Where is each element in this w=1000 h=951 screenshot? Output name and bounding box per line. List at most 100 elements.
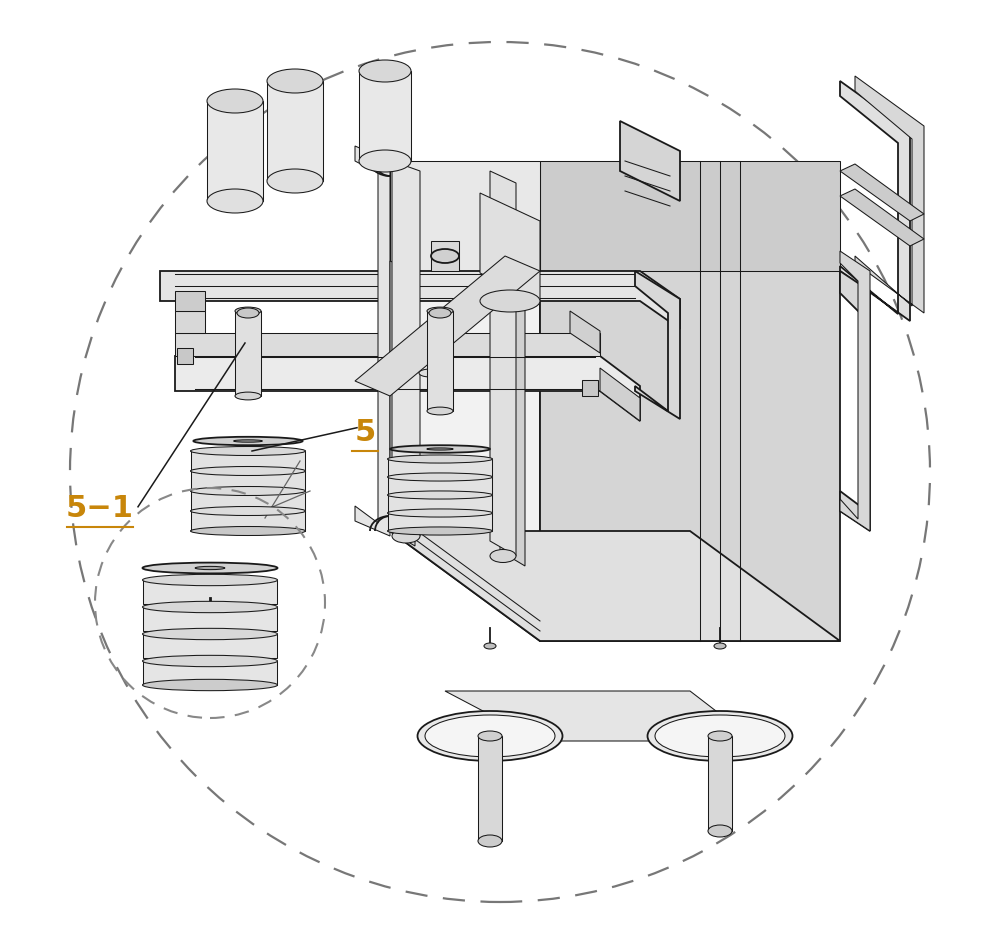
Ellipse shape [708,731,732,741]
Ellipse shape [193,437,303,445]
Polygon shape [388,495,492,513]
Polygon shape [191,451,305,471]
Ellipse shape [655,715,785,757]
Ellipse shape [392,529,420,543]
Ellipse shape [714,643,726,649]
Polygon shape [267,81,323,181]
Polygon shape [359,71,411,161]
Polygon shape [582,380,598,396]
Polygon shape [635,271,680,419]
Ellipse shape [235,392,261,400]
Polygon shape [388,477,492,495]
Polygon shape [143,607,277,631]
Polygon shape [427,311,453,411]
Ellipse shape [427,407,453,415]
Ellipse shape [429,308,451,318]
Ellipse shape [390,445,490,453]
Ellipse shape [143,655,278,667]
Ellipse shape [143,601,278,612]
Polygon shape [143,580,277,604]
Ellipse shape [359,60,411,82]
Polygon shape [175,311,205,333]
Ellipse shape [425,715,555,757]
Polygon shape [175,333,600,356]
Polygon shape [540,161,840,271]
Ellipse shape [648,711,792,761]
Ellipse shape [143,574,278,586]
Polygon shape [390,161,540,641]
Polygon shape [540,271,840,641]
Ellipse shape [190,447,306,456]
Ellipse shape [267,169,323,193]
Polygon shape [855,76,924,313]
Ellipse shape [478,835,502,847]
Polygon shape [570,311,600,353]
Polygon shape [600,368,640,421]
Ellipse shape [143,679,278,690]
Polygon shape [207,101,263,201]
Polygon shape [478,736,502,841]
Polygon shape [175,291,205,311]
Ellipse shape [190,467,306,476]
Polygon shape [445,691,755,741]
Polygon shape [392,161,420,536]
Text: 5: 5 [354,418,376,447]
Ellipse shape [388,491,492,499]
Ellipse shape [708,825,732,837]
Ellipse shape [478,731,502,741]
Polygon shape [355,146,390,536]
Polygon shape [490,171,516,556]
Ellipse shape [427,307,453,315]
Polygon shape [840,164,924,221]
Ellipse shape [490,550,516,562]
Polygon shape [840,189,924,246]
Polygon shape [191,471,305,491]
Polygon shape [175,356,640,421]
Polygon shape [390,531,840,641]
Polygon shape [191,511,305,531]
Polygon shape [500,271,525,566]
Polygon shape [191,491,305,511]
Ellipse shape [234,439,262,442]
Ellipse shape [388,473,492,481]
Ellipse shape [235,307,261,315]
Ellipse shape [207,89,263,113]
Ellipse shape [427,448,453,450]
Ellipse shape [359,150,411,172]
Polygon shape [355,256,540,396]
Polygon shape [143,634,277,658]
Ellipse shape [388,527,492,535]
Polygon shape [235,311,261,396]
Ellipse shape [388,455,492,463]
Ellipse shape [237,308,259,318]
Polygon shape [388,459,492,477]
Ellipse shape [484,643,496,649]
Ellipse shape [190,527,306,535]
Polygon shape [177,348,193,364]
Ellipse shape [195,567,225,570]
Polygon shape [431,241,459,271]
Polygon shape [390,261,415,546]
Ellipse shape [143,629,278,640]
Polygon shape [143,661,277,685]
Ellipse shape [418,711,562,761]
Ellipse shape [190,487,306,495]
Polygon shape [708,736,732,831]
Ellipse shape [388,509,492,517]
Ellipse shape [190,507,306,515]
Ellipse shape [267,69,323,93]
Polygon shape [388,513,492,531]
Polygon shape [840,271,870,531]
Polygon shape [840,251,870,531]
Ellipse shape [143,563,278,573]
Ellipse shape [207,189,263,213]
Text: 5−1: 5−1 [66,495,134,523]
Polygon shape [620,121,680,201]
Ellipse shape [431,249,459,263]
Polygon shape [840,81,910,321]
Ellipse shape [480,290,540,312]
Ellipse shape [419,369,441,377]
Polygon shape [390,161,540,271]
Polygon shape [480,193,540,301]
Polygon shape [160,271,680,329]
